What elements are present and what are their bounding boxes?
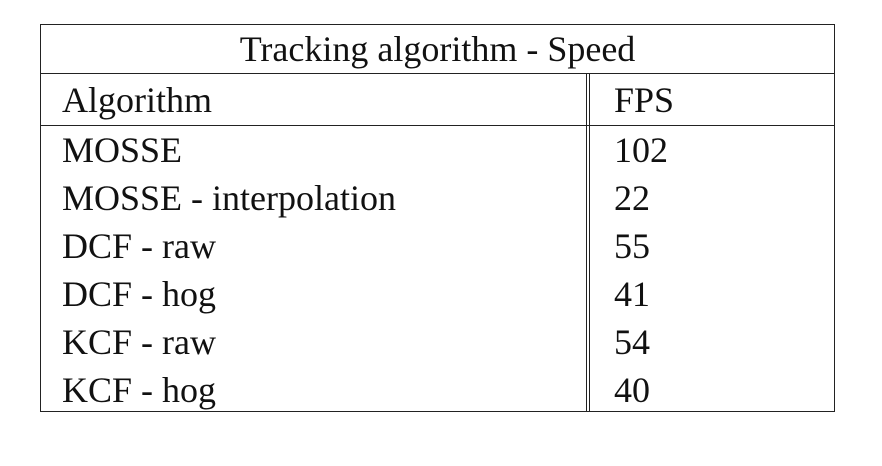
header-fps: FPS [614,80,675,120]
algorithm-cell: MOSSE [62,130,183,170]
column-double-divider [586,74,590,411]
fps-cell: 54 [614,322,650,362]
fps-cell: 41 [614,274,650,314]
algorithm-cell: DCF - hog [62,274,217,314]
table-row: DCF - raw 55 [41,222,834,270]
table-row: KCF - raw 54 [41,318,834,366]
table-row: MOSSE - interpolation 22 [41,174,834,222]
fps-cell: 55 [614,226,650,266]
speed-table: Tracking algorithm - Speed Algorithm FPS… [40,24,835,412]
table-row: DCF - hog 41 [41,270,834,318]
table-header-row: Algorithm FPS [41,74,834,126]
header-algorithm: Algorithm [62,80,212,120]
fps-cell: 40 [614,370,650,410]
table-body: MOSSE 102 MOSSE - interpolation 22 DCF -… [41,126,834,414]
algorithm-cell: MOSSE - interpolation [62,178,396,218]
table-row: KCF - hog 40 [41,366,834,414]
table-row: MOSSE 102 [41,126,834,174]
algorithm-cell: DCF - raw [62,226,216,266]
algorithm-cell: KCF - hog [62,370,217,410]
table-title: Tracking algorithm - Speed [41,25,834,74]
fps-cell: 22 [614,178,650,218]
algorithm-cell: KCF - raw [62,322,216,362]
fps-cell: 102 [614,130,668,170]
